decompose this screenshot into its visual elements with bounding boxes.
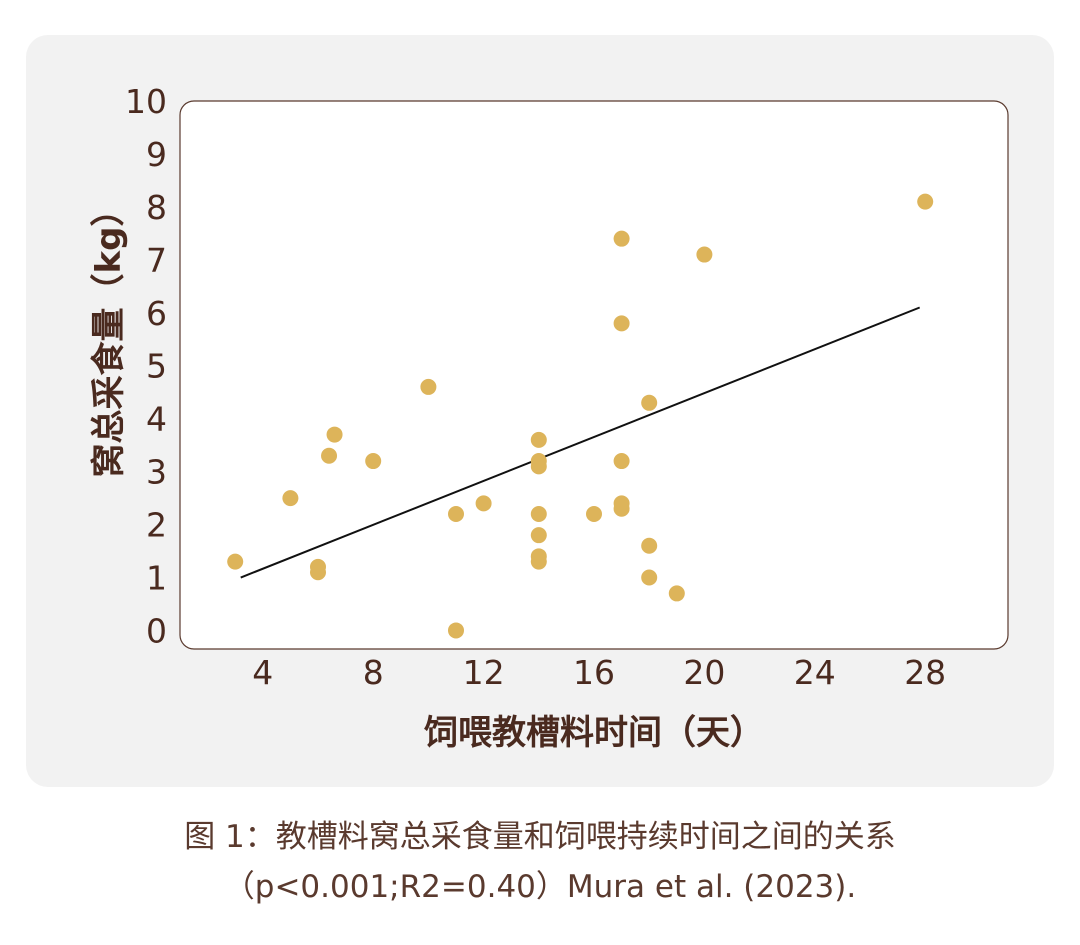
- data-point: [641, 394, 658, 411]
- figure-caption: 图 1：教槽料窝总采食量和饲喂持续时间之间的关系 （p<0.001;R2=0.4…: [0, 812, 1080, 912]
- y-tick-label: 1: [146, 559, 167, 598]
- x-tick-label: 20: [683, 653, 725, 692]
- data-point: [321, 447, 338, 464]
- data-point: [696, 246, 713, 263]
- caption-line-1: 图 1：教槽料窝总采食量和饲喂持续时间之间的关系: [184, 819, 896, 855]
- data-point: [365, 453, 382, 470]
- data-points: [227, 193, 934, 639]
- trend-line: [240, 306, 921, 579]
- y-tick-label: 2: [146, 506, 167, 545]
- plot-area: [179, 100, 1009, 650]
- data-point: [448, 505, 464, 522]
- data-point: [310, 558, 326, 575]
- y-axis-ticks: 0 1 2 3 4 5 6 7 8 9 10: [125, 82, 167, 650]
- data-point: [613, 453, 630, 470]
- data-point: [530, 527, 547, 544]
- x-axis-ticks: 4 8 12 16 20 24 28: [252, 653, 946, 692]
- x-tick-label: 16: [573, 653, 615, 692]
- data-point: [668, 585, 685, 602]
- x-tick-label: 24: [794, 653, 836, 692]
- x-tick-label: 12: [463, 653, 505, 692]
- y-tick-label: 6: [146, 294, 167, 333]
- caption-line-2: （p<0.001;R2=0.40）Mura et al. (2023).: [223, 869, 857, 905]
- data-point: [530, 505, 547, 522]
- y-tick-label: 8: [146, 188, 167, 227]
- data-point: [613, 500, 630, 517]
- data-point: [613, 230, 630, 247]
- y-tick-label: 4: [146, 400, 167, 439]
- data-point: [282, 490, 299, 507]
- data-point: [530, 553, 547, 570]
- y-tick-label: 7: [146, 241, 167, 280]
- data-point: [530, 458, 547, 475]
- data-point: [530, 431, 547, 448]
- data-point: [448, 622, 464, 639]
- y-tick-label: 3: [146, 453, 167, 492]
- y-tick-label: 9: [146, 135, 167, 174]
- y-tick-label: 10: [125, 82, 167, 121]
- y-axis-label: 窝总采食量（kg）: [89, 193, 129, 478]
- data-point: [917, 193, 934, 210]
- y-tick-label: 5: [146, 347, 167, 386]
- x-tick-label: 28: [904, 653, 946, 692]
- data-point: [227, 553, 244, 570]
- data-point: [326, 426, 343, 443]
- data-point: [475, 495, 492, 512]
- x-axis-label: 饲喂教槽料时间（天）: [424, 713, 764, 753]
- data-point: [420, 378, 437, 395]
- x-tick-label: 4: [252, 653, 273, 692]
- data-point: [641, 537, 658, 554]
- x-tick-label: 8: [363, 653, 384, 692]
- data-point: [641, 569, 658, 586]
- y-tick-label: 0: [146, 611, 167, 650]
- data-point: [613, 315, 630, 332]
- data-point: [586, 505, 602, 522]
